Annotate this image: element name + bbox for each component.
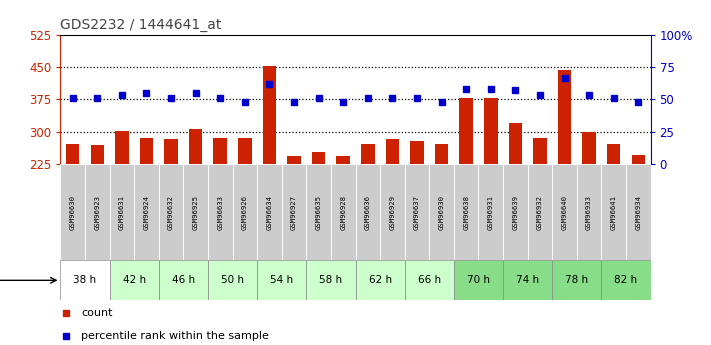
Bar [183, 164, 208, 260]
Bar [306, 260, 356, 300]
Bar [405, 260, 454, 300]
Bar [577, 164, 602, 260]
Text: GDS2232 / 1444641_at: GDS2232 / 1444641_at [60, 18, 222, 32]
Bar [164, 139, 178, 164]
Text: GSM96630: GSM96630 [70, 195, 76, 230]
Bar [454, 164, 479, 260]
Text: GSM96631: GSM96631 [119, 195, 125, 230]
Text: GSM96632: GSM96632 [168, 195, 174, 230]
Text: 58 h: 58 h [319, 275, 343, 285]
Text: GSM96933: GSM96933 [586, 195, 592, 230]
Text: GSM96640: GSM96640 [562, 195, 567, 230]
Bar [484, 98, 498, 164]
Bar [257, 164, 282, 260]
Text: GSM96926: GSM96926 [242, 195, 248, 230]
Text: GSM96636: GSM96636 [365, 195, 371, 230]
Text: GSM96634: GSM96634 [267, 195, 272, 230]
Bar [208, 164, 232, 260]
Bar [189, 128, 203, 164]
Bar [533, 138, 547, 164]
Text: GSM96932: GSM96932 [537, 195, 543, 230]
Bar [552, 260, 602, 300]
Bar [60, 164, 85, 260]
Bar [140, 138, 154, 164]
Text: 82 h: 82 h [614, 275, 638, 285]
Bar [508, 123, 522, 164]
Text: GSM96924: GSM96924 [144, 195, 149, 230]
Bar [287, 156, 301, 164]
Text: GSM96637: GSM96637 [414, 195, 420, 230]
Bar [552, 164, 577, 260]
Bar [159, 164, 183, 260]
Text: 38 h: 38 h [73, 275, 97, 285]
Bar [60, 260, 109, 300]
Text: GSM96641: GSM96641 [611, 195, 616, 230]
Bar [410, 141, 424, 164]
Bar [429, 164, 454, 260]
Text: GSM96931: GSM96931 [488, 195, 493, 230]
Bar [232, 164, 257, 260]
Bar [479, 164, 503, 260]
Bar [66, 144, 80, 164]
Text: 78 h: 78 h [565, 275, 589, 285]
Text: 50 h: 50 h [221, 275, 244, 285]
Text: GSM96639: GSM96639 [513, 195, 518, 230]
Text: 66 h: 66 h [417, 275, 441, 285]
Text: 74 h: 74 h [516, 275, 539, 285]
Bar [631, 155, 645, 164]
Text: GSM96929: GSM96929 [390, 195, 395, 230]
Bar [109, 260, 159, 300]
Text: percentile rank within the sample: percentile rank within the sample [81, 331, 269, 341]
Bar [85, 164, 109, 260]
Text: GSM96928: GSM96928 [340, 195, 346, 230]
Bar [380, 164, 405, 260]
Bar [331, 164, 356, 260]
Text: GSM96927: GSM96927 [291, 195, 297, 230]
Bar [306, 164, 331, 260]
Text: count: count [81, 308, 112, 318]
Text: GSM96934: GSM96934 [635, 195, 641, 230]
Bar [115, 131, 129, 164]
Bar [602, 164, 626, 260]
Bar [435, 144, 449, 164]
Bar [336, 156, 350, 164]
Text: 62 h: 62 h [368, 275, 392, 285]
Text: 70 h: 70 h [467, 275, 490, 285]
Bar [361, 145, 375, 164]
Bar [257, 260, 306, 300]
Bar [134, 164, 159, 260]
Text: GSM96925: GSM96925 [193, 195, 198, 230]
Bar [208, 260, 257, 300]
Text: GSM96635: GSM96635 [316, 195, 321, 230]
Bar [557, 70, 571, 164]
Bar [159, 260, 208, 300]
Bar [607, 144, 621, 164]
Bar [454, 260, 503, 300]
Bar [626, 164, 651, 260]
Bar [90, 145, 104, 164]
Bar [282, 164, 306, 260]
Bar [109, 164, 134, 260]
Bar [602, 260, 651, 300]
Bar [503, 164, 528, 260]
Text: GSM96638: GSM96638 [463, 195, 469, 230]
Text: 42 h: 42 h [122, 275, 146, 285]
Bar [213, 138, 227, 164]
Bar [405, 164, 429, 260]
Bar [356, 260, 405, 300]
Bar [582, 132, 596, 164]
Text: GSM96923: GSM96923 [95, 195, 100, 230]
Bar [356, 164, 380, 260]
Bar [528, 164, 552, 260]
Bar [385, 139, 399, 164]
Bar [238, 138, 252, 164]
Bar [503, 260, 552, 300]
Bar [312, 152, 326, 164]
Text: GSM96633: GSM96633 [218, 195, 223, 230]
Bar [459, 98, 473, 164]
Text: GSM96930: GSM96930 [439, 195, 444, 230]
Text: 46 h: 46 h [172, 275, 195, 285]
Text: 54 h: 54 h [270, 275, 294, 285]
Bar [262, 66, 276, 164]
